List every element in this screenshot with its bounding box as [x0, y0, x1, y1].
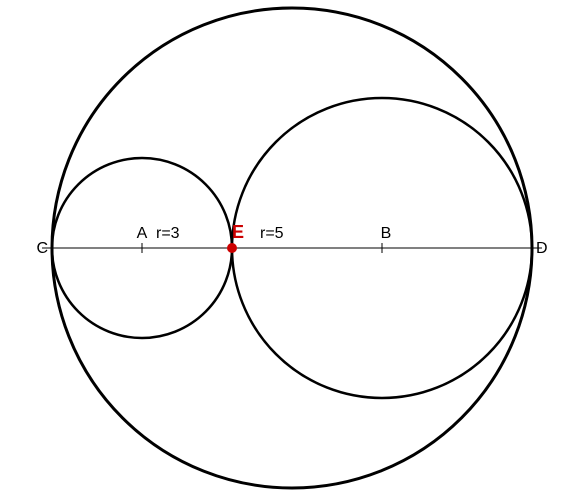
label-a: A	[137, 225, 148, 242]
point-e	[227, 243, 237, 253]
label-d: D	[536, 240, 548, 257]
label-c: C	[36, 240, 48, 257]
label-rb: r=5	[260, 225, 284, 242]
label-e: E	[232, 222, 244, 242]
label-ra: r=3	[156, 225, 180, 242]
tangent-circles-diagram: C D A r=3 E r=5 B	[0, 0, 584, 502]
label-b: B	[381, 225, 392, 242]
